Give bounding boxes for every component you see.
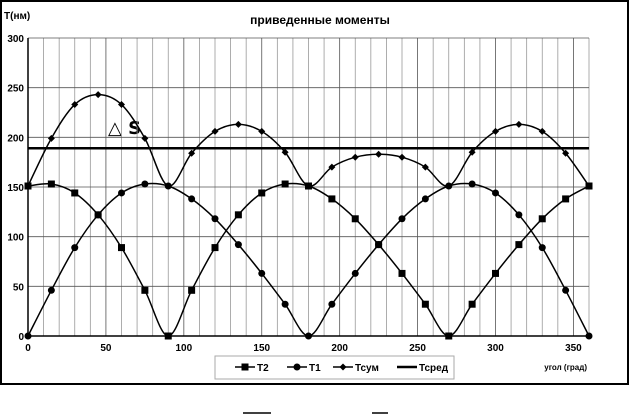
data-point-тсум: [398, 153, 406, 161]
data-point-тсум: [468, 148, 476, 156]
x-tick-label: 150: [253, 343, 270, 354]
data-point-t1: [305, 332, 312, 340]
data-point-t2: [164, 332, 172, 340]
data-point-t2: [258, 189, 266, 197]
data-point-t1: [398, 215, 406, 223]
x-axis-label: угол (град): [544, 363, 587, 372]
y-tick-label: 150: [7, 183, 24, 194]
legend-label: Тсред: [419, 363, 449, 374]
data-point-t1: [375, 241, 383, 249]
data-point-тсум: [71, 101, 79, 109]
data-point-тсум: [258, 127, 266, 135]
y-tick-label: 250: [7, 84, 24, 95]
data-point-t1: [94, 211, 102, 219]
data-point-t2: [328, 195, 336, 203]
data-point-тсум: [515, 120, 523, 128]
data-point-тсум: [141, 134, 149, 142]
legend-label: T1: [309, 363, 321, 374]
legend-marker: [339, 363, 347, 371]
x-tick-label: 350: [565, 343, 582, 354]
data-point-тсум: [94, 91, 102, 99]
x-tick-label: 0: [25, 343, 31, 354]
legend-label: T2: [257, 363, 269, 374]
data-point-t2: [281, 180, 289, 188]
data-point-t2: [468, 300, 476, 308]
data-point-t1: [468, 180, 476, 188]
data-point-тсум: [24, 182, 32, 190]
y-tick-label: 200: [7, 133, 24, 144]
legend-label: Тсум: [355, 363, 379, 374]
data-point-t1: [258, 269, 266, 277]
data-point-t2: [515, 241, 523, 249]
data-point-t2: [47, 180, 55, 188]
data-point-t1: [538, 244, 546, 252]
data-point-тсум: [375, 150, 383, 158]
data-point-тсум: [281, 148, 289, 156]
data-point-тсум: [164, 182, 172, 190]
y-tick-label: 300: [7, 34, 24, 45]
data-point-t2: [234, 211, 242, 219]
data-point-тсум: [351, 153, 359, 161]
data-point-t1: [234, 241, 242, 249]
data-point-t2: [141, 286, 149, 294]
data-point-t1: [328, 300, 336, 308]
data-point-тсум: [305, 182, 312, 190]
data-point-тсум: [445, 182, 453, 190]
data-point-t2: [188, 286, 196, 294]
data-point-t2: [492, 269, 499, 277]
legend-marker: [293, 363, 301, 371]
x-tick-label: 100: [175, 343, 192, 354]
data-point-t2: [398, 269, 406, 277]
data-point-t2: [562, 195, 570, 203]
data-point-t1: [351, 269, 359, 277]
data-point-t1: [211, 215, 219, 223]
data-point-тсум: [47, 134, 55, 142]
data-point-тсум: [492, 127, 499, 135]
data-point-t1: [562, 286, 570, 294]
x-tick-label: 200: [331, 343, 348, 354]
data-point-t2: [538, 215, 546, 223]
data-point-t1: [118, 189, 125, 197]
chart-title: приведенные моменты: [250, 13, 390, 27]
data-point-t2: [351, 215, 359, 223]
data-point-t2: [445, 332, 453, 340]
data-point-t1: [188, 195, 196, 203]
data-point-t2: [211, 244, 219, 252]
delta-s-annotation: △ S: [108, 118, 141, 139]
y-tick-label: 50: [13, 282, 25, 293]
data-point-тсум: [585, 182, 593, 190]
data-point-t1: [47, 286, 55, 294]
y-tick-label: 0: [18, 332, 24, 343]
data-point-тсум: [188, 149, 196, 157]
data-point-тсум: [421, 163, 429, 171]
legend-marker: [241, 363, 249, 371]
data-point-тсум: [118, 101, 125, 109]
data-point-t1: [515, 211, 523, 219]
data-point-t1: [141, 180, 149, 188]
data-point-тсум: [234, 120, 242, 128]
y-tick-label: 100: [7, 233, 24, 244]
x-tick-label: 300: [487, 343, 504, 354]
data-point-тсум: [562, 149, 570, 157]
y-axis-label: T(нм): [4, 11, 30, 22]
data-point-t2: [118, 244, 125, 252]
data-point-t1: [421, 195, 429, 203]
data-point-t2: [71, 189, 79, 197]
data-point-t1: [492, 189, 499, 197]
data-point-t2: [421, 300, 429, 308]
chart-frame: [0, 0, 629, 385]
data-point-t1: [281, 300, 289, 308]
data-point-тсум: [538, 127, 546, 135]
data-point-t1: [24, 332, 32, 340]
x-tick-label: 250: [409, 343, 426, 354]
data-point-тсум: [211, 127, 219, 135]
data-point-t1: [585, 332, 593, 340]
data-point-t1: [71, 244, 79, 252]
data-point-тсум: [328, 163, 336, 171]
x-tick-label: 50: [100, 343, 112, 354]
